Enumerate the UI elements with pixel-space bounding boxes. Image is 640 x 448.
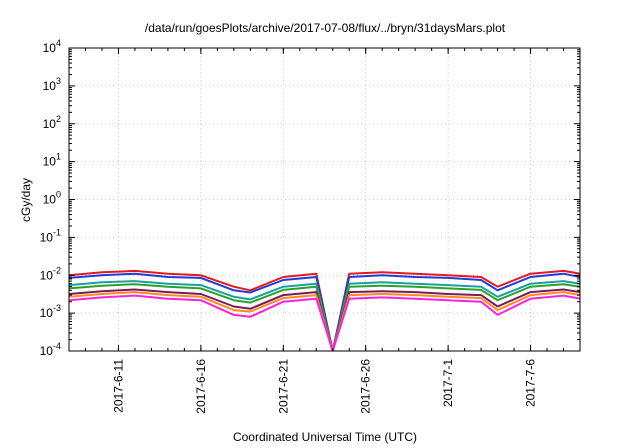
y-tick-label: 10-1 xyxy=(40,227,61,244)
y-tick-label: 101 xyxy=(43,152,61,169)
x-tick-label: 2017-6-16 xyxy=(194,359,208,414)
y-tick-label: 10-3 xyxy=(40,303,61,320)
x-tick-label: 2017-6-21 xyxy=(276,359,290,414)
y-tick-label: 100 xyxy=(43,190,61,207)
y-tick-label: 10-4 xyxy=(40,341,61,358)
y-tick-label: 103 xyxy=(43,76,61,93)
series-line-5 xyxy=(69,288,580,351)
series-line-7 xyxy=(69,294,580,351)
y-tick-label: 10-2 xyxy=(40,265,61,282)
y-axis-label: cGy/day xyxy=(19,178,33,222)
series-line-3 xyxy=(69,280,580,351)
x-axis-ticks: 2017-6-11 2017-6-16 2017-6-21 2017-6-26 2017… xyxy=(68,48,581,414)
y-tick-label: 102 xyxy=(43,114,61,131)
x-axis-label: Coordinated Universal Time (UTC) xyxy=(233,430,417,444)
series-line-1 xyxy=(69,269,580,351)
chart-title: /data/run/goesPlots/archive/2017-07-08/f… xyxy=(145,21,506,35)
series-line-4 xyxy=(69,283,580,351)
series-line-6 xyxy=(69,291,580,351)
grid xyxy=(69,48,580,351)
x-tick-label: 2017-7-1 xyxy=(441,359,455,407)
x-tick-label: 2017-6-11 xyxy=(111,359,125,413)
y-axis-ticks: 104 103 102 101 100 10-1 10-2 10-3 10-4 xyxy=(40,38,580,358)
y-tick-label: 104 xyxy=(43,38,61,55)
series-lines xyxy=(69,269,580,351)
series-line-2 xyxy=(69,272,580,351)
x-tick-label: 2017-6-26 xyxy=(359,359,373,414)
x-tick-label: 2017-7-6 xyxy=(524,359,538,407)
